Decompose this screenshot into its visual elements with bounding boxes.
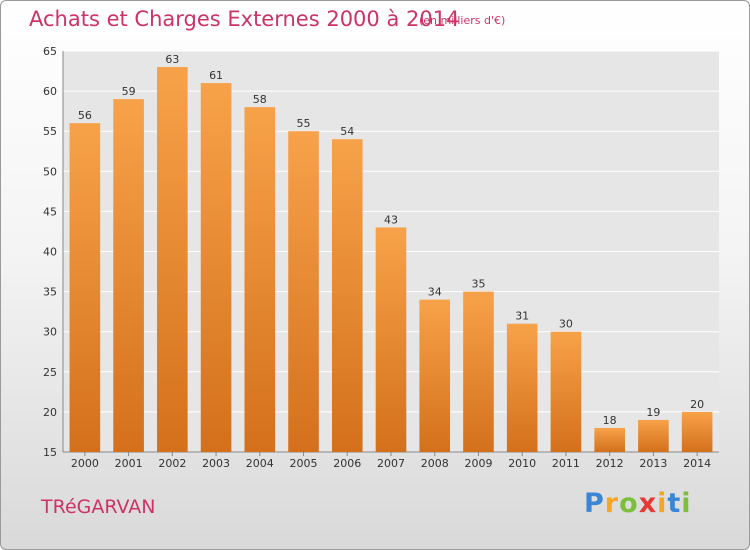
x-tick-label: 2009 [464,457,492,470]
x-tick-label: 2011 [552,457,580,470]
bar [638,419,669,452]
proxiti-logo: Proxiti [584,488,692,519]
bar-value-label: 34 [428,286,442,299]
bar [506,323,538,452]
bar-value-label: 58 [253,93,267,106]
x-tick-label: 2002 [158,457,186,470]
bar-value-label: 31 [515,310,529,323]
x-tick-label: 2008 [421,457,449,470]
bar [594,427,625,452]
bar [550,331,582,452]
logo-letter: i [657,488,668,519]
y-tick-label: 30 [43,326,57,339]
bar [157,67,188,452]
bar-value-label: 35 [471,278,485,291]
y-tick-label: 50 [43,165,57,178]
y-tick-label: 35 [43,286,57,299]
bar [463,291,494,452]
x-tick-label: 2004 [246,457,274,470]
x-tick-label: 2010 [508,457,536,470]
x-tick-label: 2006 [333,457,361,470]
bar [419,299,451,452]
bar [200,83,232,452]
x-tick-label: 2007 [377,457,405,470]
bar-value-label: 20 [690,398,704,411]
bar [681,411,713,452]
bar [113,99,144,453]
y-tick-label: 15 [43,446,57,459]
bar-value-label: 54 [340,125,354,138]
y-tick-label: 65 [43,45,57,58]
bar-value-label: 55 [297,117,311,130]
y-tick-label: 45 [43,205,57,218]
bar-value-label: 18 [603,414,617,427]
chart-title: Achats et Charges Externes 2000 à 2014 [29,7,460,31]
x-tick-label: 2012 [596,457,624,470]
x-tick-label: 2003 [202,457,230,470]
bar [375,227,407,452]
y-tick-label: 20 [43,406,57,419]
bar [288,131,319,452]
y-tick-label: 40 [43,246,57,259]
logo-letter: P [584,488,605,519]
bar [331,139,363,452]
logo-letter: i [681,488,692,519]
bar [244,107,276,452]
bar-value-label: 59 [122,85,136,98]
logo-letter: t [667,488,682,519]
y-tick-label: 60 [43,85,57,98]
commune-name: TRéGARVAN [41,496,156,518]
logo-letter: x [638,488,658,519]
logo-letter: r [604,488,620,519]
chart-unit-label: (en milliers d'€) [419,14,506,27]
bar-value-label: 30 [559,318,573,331]
x-tick-label: 2005 [290,457,318,470]
x-tick-label: 2000 [71,457,99,470]
y-tick-label: 25 [43,366,57,379]
x-tick-label: 2001 [115,457,143,470]
x-tick-label: 2013 [639,457,667,470]
bar [69,123,101,453]
y-tick-label: 55 [43,125,57,138]
bar-value-label: 56 [78,109,92,122]
bar-value-label: 63 [165,53,179,66]
bar-value-label: 19 [646,406,660,419]
bar-value-label: 61 [209,69,223,82]
bar-value-label: 43 [384,213,398,226]
x-tick-label: 2014 [683,457,711,470]
logo-letter: o [619,488,639,519]
